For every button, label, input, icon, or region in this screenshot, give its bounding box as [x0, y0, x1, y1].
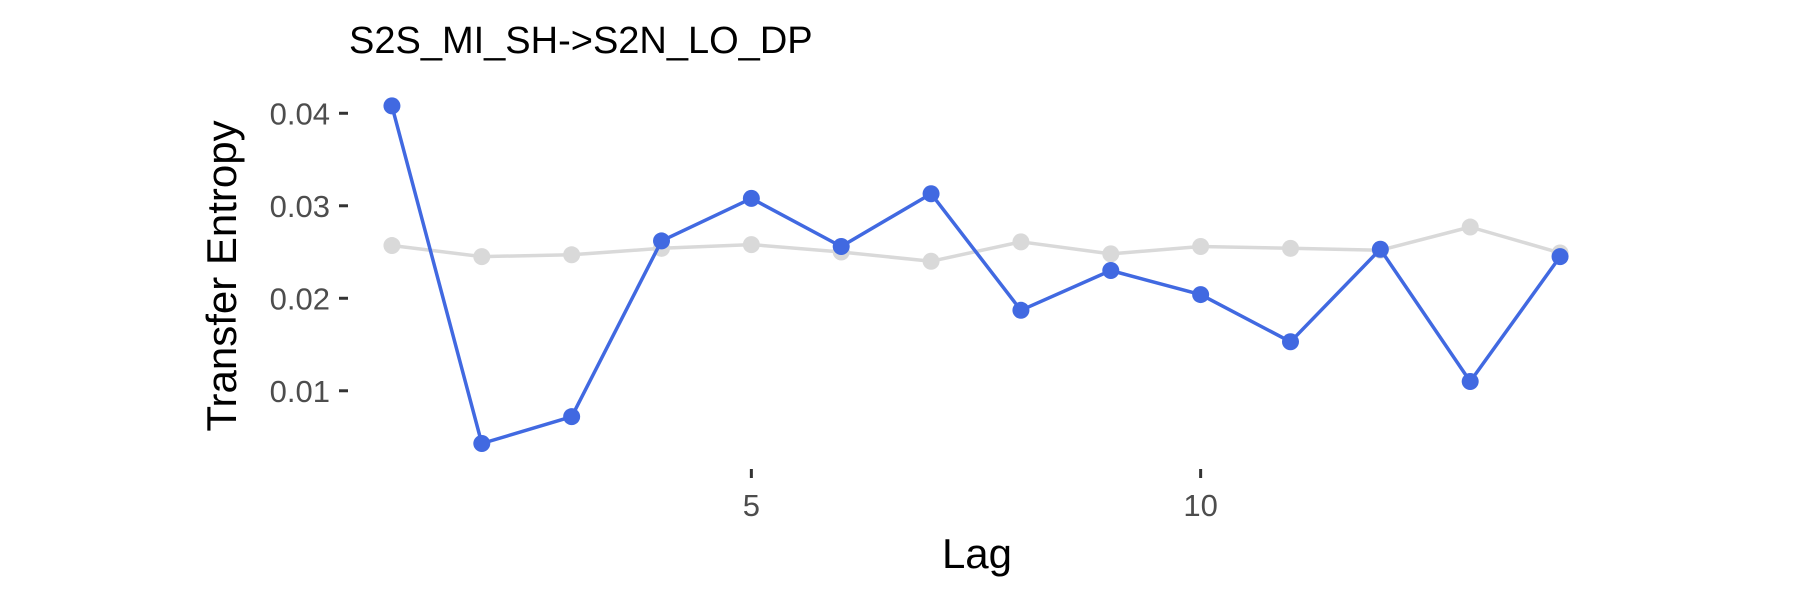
data-point [1102, 245, 1120, 263]
data-point [1281, 333, 1299, 351]
data-point [1192, 286, 1210, 304]
data-point [473, 435, 491, 452]
x-tick-label: 10 [1183, 488, 1217, 523]
y-axis: 0.01 0.02 0.03 0.04 [270, 96, 348, 409]
y-axis-title: Transfer Entropy [198, 120, 245, 431]
data-point [832, 237, 850, 255]
data-point [1551, 248, 1569, 266]
data-point [563, 246, 581, 264]
x-axis-title: Lag [942, 530, 1012, 577]
data-point [1192, 237, 1210, 255]
data-point [653, 232, 671, 250]
x-axis: 5 10 [743, 469, 1218, 523]
data-point [473, 248, 491, 266]
y-tick-label: 0.01 [270, 374, 330, 409]
chart-title: S2S_MI_SH->S2N_LO_DP [349, 20, 813, 62]
x-tick-label: 5 [743, 488, 760, 523]
y-tick-label: 0.04 [270, 96, 330, 131]
data-point [922, 252, 940, 270]
series-line [390, 104, 1562, 446]
series-2 [383, 97, 1569, 452]
data-point [1461, 373, 1479, 391]
data-point [383, 97, 401, 115]
data-point [742, 236, 760, 254]
data-point [563, 408, 581, 426]
data-point [1281, 239, 1299, 257]
data-point [1371, 240, 1389, 258]
data-point [742, 189, 760, 207]
data-point [1102, 262, 1120, 280]
series-layer [383, 97, 1569, 452]
data-point [383, 237, 401, 255]
data-point [1012, 301, 1030, 319]
data-point [1012, 233, 1030, 251]
y-tick-label: 0.03 [270, 189, 330, 224]
data-point [922, 185, 940, 203]
data-point [1461, 218, 1479, 236]
y-tick-label: 0.02 [270, 281, 330, 316]
